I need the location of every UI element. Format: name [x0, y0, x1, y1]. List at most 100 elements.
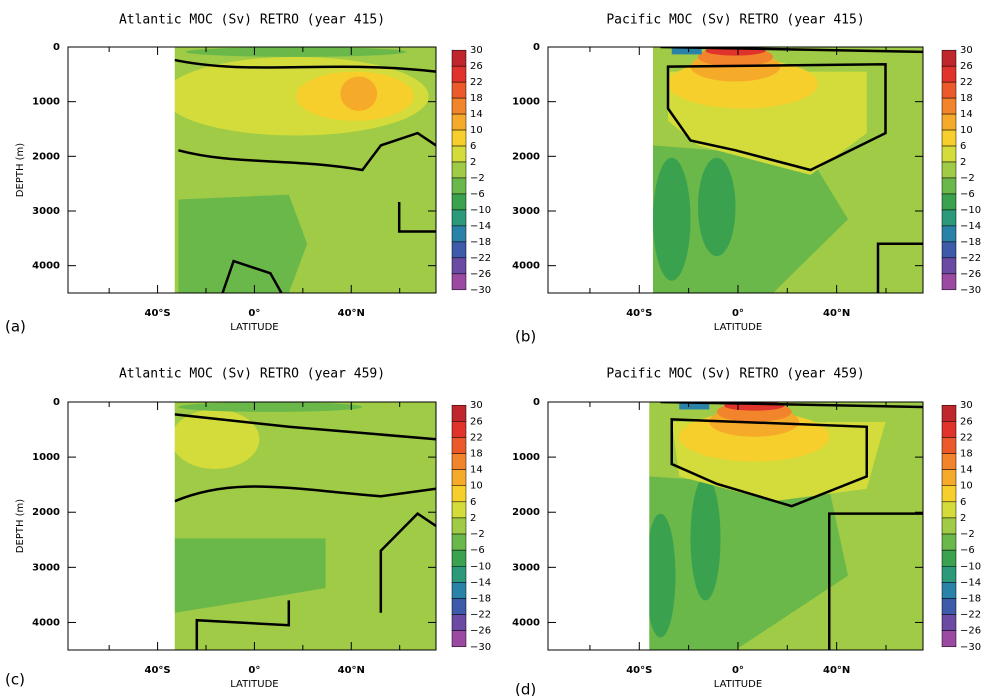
- x-axis-label: LATITUDE: [714, 322, 762, 333]
- zero-contour: [381, 514, 436, 613]
- colorbar-label: 26: [960, 61, 973, 72]
- x-tick-label: 0°: [732, 665, 744, 676]
- colorbar-swatch: [941, 582, 957, 599]
- colorbar-label: −18: [960, 237, 981, 248]
- colorbar-label: −18: [470, 593, 491, 604]
- plot-frame: [547, 46, 924, 294]
- field-shapes: [548, 47, 924, 293]
- colorbar-label: −10: [960, 205, 981, 216]
- colorbar-swatch: [941, 257, 957, 275]
- colorbar-label: 10: [470, 481, 483, 492]
- colorbar-swatch: [451, 81, 467, 99]
- colorbar-label: 2: [960, 157, 966, 168]
- x-tick-label: 40°S: [145, 665, 171, 676]
- field-region: [178, 194, 308, 293]
- colorbar-swatch: [941, 225, 957, 243]
- colorbar-swatch: [451, 485, 467, 503]
- y-tick-label: 3000: [512, 206, 540, 217]
- contour-field: [68, 47, 436, 293]
- colorbar-swatch: [451, 549, 467, 567]
- colorbar-label: −30: [470, 642, 491, 653]
- colorbar-label: 22: [960, 432, 973, 443]
- x-tick-label: 40°N: [823, 308, 850, 319]
- zero-contour: [661, 402, 924, 407]
- colorbar-swatch: [941, 533, 957, 551]
- colorbar-label: 14: [470, 109, 483, 120]
- field-region: [340, 76, 378, 111]
- colorbar-swatch: [941, 517, 957, 535]
- colorbar-swatch: [451, 177, 467, 195]
- colorbar-label: 6: [960, 497, 966, 508]
- colorbar-label: 14: [470, 465, 483, 476]
- colorbar-label: 10: [960, 125, 973, 136]
- panel-label: (a): [5, 318, 26, 336]
- zero-contour: [878, 244, 923, 293]
- contour-field: [68, 402, 436, 650]
- x-tick-label: 40°S: [626, 308, 652, 319]
- colorbar-label: −14: [960, 577, 981, 588]
- colorbar-label: −26: [960, 269, 981, 280]
- land-mask: [548, 402, 650, 650]
- field-shapes: [68, 402, 436, 650]
- zero-contour: [178, 133, 436, 170]
- colorbar-swatch: [451, 257, 467, 275]
- colorbar-swatch: [451, 225, 467, 243]
- colorbar-swatch: [941, 469, 957, 486]
- colorbar-swatch: [941, 404, 957, 422]
- colorbar-label: 26: [960, 416, 973, 427]
- y-tick-label: 0: [53, 397, 60, 408]
- y-tick-label: 1000: [512, 97, 540, 108]
- y-axis-label: DEPTH (m): [15, 143, 26, 197]
- colorbar-swatch: [451, 582, 467, 599]
- colorbar-label: −6: [960, 545, 975, 556]
- field-region: [671, 47, 702, 55]
- colorbar-swatch: [941, 437, 957, 454]
- zero-contour: [661, 47, 924, 52]
- colorbar-swatch: [941, 193, 957, 211]
- colorbar-label: −6: [470, 545, 485, 556]
- colorbar-swatch: [451, 241, 467, 259]
- colorbar-label: 22: [470, 77, 483, 88]
- colorbar-label: 6: [470, 497, 476, 508]
- colorbar-label: −22: [470, 610, 491, 621]
- y-axis-label: DEPTH (m): [15, 499, 26, 553]
- colorbar-label: 30: [960, 400, 973, 411]
- y-tick-label: 2000: [32, 151, 60, 162]
- colorbar-swatch: [451, 630, 467, 648]
- zero-contour: [668, 64, 886, 170]
- x-tick-label: 0°: [732, 308, 744, 319]
- chart-title: Pacific MOC (Sv) RETRO (year 459): [606, 367, 864, 382]
- y-tick-label: 2000: [512, 151, 540, 162]
- colorbar-swatch: [941, 81, 957, 99]
- x-tick-label: 40°N: [338, 665, 365, 676]
- colorbar-swatch: [451, 598, 467, 615]
- colorbar-label: 26: [470, 61, 483, 72]
- x-tick-label: 0°: [248, 308, 260, 319]
- colorbar-swatch: [941, 273, 957, 291]
- zero-contour: [175, 486, 436, 501]
- zero-contour: [829, 514, 923, 650]
- y-tick-label: 3000: [512, 562, 540, 573]
- field-region: [679, 402, 710, 410]
- y-tick-label: 1000: [32, 452, 60, 463]
- colorbar-label: −22: [960, 253, 981, 264]
- land-mask: [68, 47, 175, 293]
- colorbar-swatch: [941, 614, 957, 631]
- contour-field: [548, 402, 924, 650]
- y-tick-label: 0: [53, 42, 60, 53]
- colorbar-swatch: [941, 49, 957, 67]
- colorbar-swatch: [451, 65, 467, 83]
- colorbar-swatch: [941, 177, 957, 195]
- colorbar-swatch: [451, 469, 467, 486]
- y-tick-label: 0: [533, 397, 540, 408]
- colorbar-swatch: [451, 437, 467, 454]
- zero-contour: [197, 600, 289, 650]
- field-region: [653, 157, 691, 281]
- colorbar-label: −26: [470, 626, 491, 637]
- y-tick-label: 1000: [32, 97, 60, 108]
- colorbar-swatch: [451, 129, 467, 147]
- colorbar-label: −2: [470, 529, 485, 540]
- chart-title: Atlantic MOC (Sv) RETRO (year 415): [119, 13, 385, 28]
- colorbar-label: −10: [470, 205, 491, 216]
